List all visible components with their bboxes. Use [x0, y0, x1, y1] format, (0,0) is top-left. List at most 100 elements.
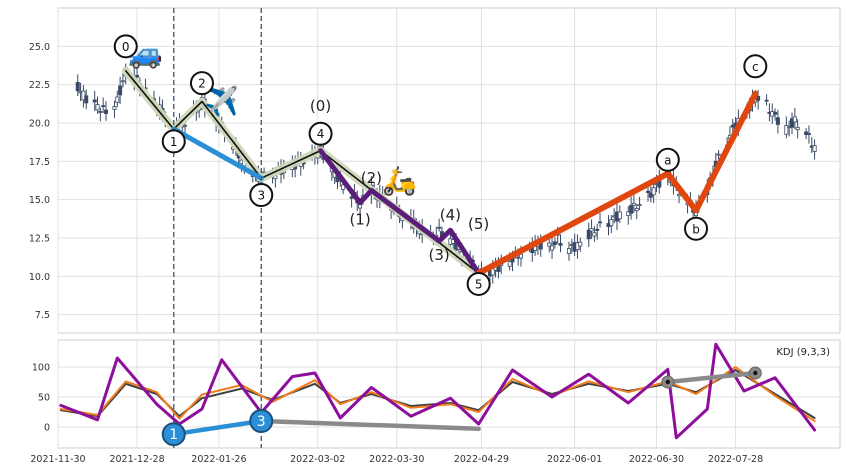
- candle-body: [566, 248, 571, 254]
- wave-label-circle: [743, 54, 768, 79]
- wave-label-circle: [189, 71, 214, 96]
- candle-body: [806, 133, 811, 135]
- wave-line: [475, 90, 759, 277]
- kdj-marker-center: [753, 370, 758, 376]
- x-tick-label: 2021-11-30: [30, 454, 85, 465]
- wave-label-circle: [249, 183, 274, 208]
- candle-body: [101, 105, 106, 107]
- wave-label: c: [752, 60, 759, 74]
- price-plot-area: [57, 7, 841, 334]
- wave-label-circle: [113, 34, 138, 59]
- x-tick-label: 2022-07-28: [708, 454, 763, 465]
- candle-body: [598, 221, 603, 224]
- x-tick-label: 2022-01-26: [191, 454, 246, 465]
- candle-body: [112, 106, 117, 110]
- candle-body: [92, 99, 97, 103]
- wave-label-circle: [308, 121, 333, 146]
- candle-body: [592, 232, 597, 237]
- price-y-tick-label: 22.5: [29, 80, 50, 91]
- candle-body: [95, 104, 100, 111]
- kdj-panel-title: KDJ (9,3,3): [776, 347, 830, 358]
- candle-body: [764, 99, 769, 102]
- candle-body: [550, 245, 555, 251]
- candle-body: [552, 241, 557, 245]
- x-tick-label: 2022-06-01: [547, 454, 602, 465]
- candle-body: [84, 95, 89, 104]
- candle-body: [648, 192, 653, 198]
- candle-body: [790, 118, 795, 128]
- price-y-tick-label: 25.0: [29, 42, 50, 53]
- kdj-series-d: [59, 366, 816, 422]
- candle-body: [651, 187, 656, 196]
- wave-label: (1): [349, 211, 370, 229]
- candle-body: [586, 229, 591, 240]
- candle-body: [103, 109, 108, 114]
- kdj-series-j: [59, 342, 817, 440]
- candle-body: [183, 124, 188, 127]
- candle-body: [629, 205, 634, 214]
- kdj-y-tick-label: 0: [44, 423, 50, 434]
- candle-body: [98, 111, 103, 113]
- candle-body: [115, 96, 120, 103]
- wave-label: (0): [310, 97, 331, 115]
- candle-body: [784, 125, 789, 135]
- candle-body: [341, 184, 346, 190]
- wave-label: 5: [475, 277, 483, 291]
- wave-label: (4): [440, 206, 461, 224]
- candle-body: [637, 204, 642, 206]
- candle-body: [120, 80, 125, 83]
- candle-body: [437, 226, 442, 229]
- price-y-tick-label: 10.0: [29, 272, 50, 283]
- candle-body: [792, 116, 797, 123]
- candle-body: [507, 261, 512, 267]
- candle-body: [547, 242, 552, 247]
- wave-label: 1: [170, 135, 178, 149]
- price-y-tick-label: 12.5: [29, 233, 50, 244]
- candle-body: [595, 228, 600, 231]
- x-tick-label: 2021-12-28: [109, 454, 164, 465]
- wave-label: (3): [428, 246, 449, 264]
- candle-body: [349, 196, 354, 199]
- kdj-y-tick-label: 100: [32, 363, 50, 374]
- candle-body: [756, 95, 761, 101]
- x-tick-label: 2022-03-02: [290, 454, 345, 465]
- candle-body: [716, 153, 721, 156]
- candle-body: [646, 190, 651, 193]
- price-y-tick-label: 7.5: [35, 310, 50, 321]
- wave-label: 3: [257, 189, 265, 203]
- candle-body: [589, 228, 594, 232]
- candle-body: [634, 207, 639, 212]
- kdj-marker-label: 3: [257, 414, 266, 430]
- candle-body: [118, 85, 123, 96]
- x-tick-label: 2022-06-30: [629, 454, 684, 465]
- kdj-marker-circle: [161, 422, 186, 447]
- kdj-panel: 2021-11-30 2021-12-28 2022-01-26 2022-03-02…: [30, 339, 841, 465]
- wave-label-circle: [161, 129, 186, 154]
- wave-label-circle: [466, 271, 491, 296]
- kdj-connector-line: [171, 418, 264, 437]
- wave-line: [318, 148, 482, 276]
- kdj-connector-line: [259, 418, 481, 432]
- price-y-tick-label: 15.0: [29, 195, 50, 206]
- candle-body: [631, 202, 636, 206]
- candle-body: [558, 243, 563, 246]
- kdj-connector-line: [665, 370, 758, 385]
- wave-label: 4: [317, 127, 325, 141]
- candle-body: [617, 211, 622, 220]
- kdj-marker-label: 1: [169, 427, 178, 443]
- price-panel: 7.510.012.515.017.520.022.525.0 🚙✈️🛵01234…: [29, 7, 841, 334]
- candle-body: [135, 74, 140, 78]
- price-y-tick-label: 17.5: [29, 157, 50, 168]
- wave-label: b: [692, 222, 700, 236]
- candle-body: [609, 219, 614, 227]
- candle-body: [75, 81, 80, 92]
- wave-label: 0: [122, 40, 130, 54]
- wave-label: 2: [198, 77, 206, 91]
- wave-label-circle: [684, 216, 709, 241]
- candle-body: [578, 241, 583, 247]
- wave-label: (5): [468, 215, 489, 233]
- wave-line: [171, 126, 264, 181]
- emoji-marker: 🛵: [382, 164, 417, 197]
- kdj-y-tick-label: 50: [38, 393, 50, 404]
